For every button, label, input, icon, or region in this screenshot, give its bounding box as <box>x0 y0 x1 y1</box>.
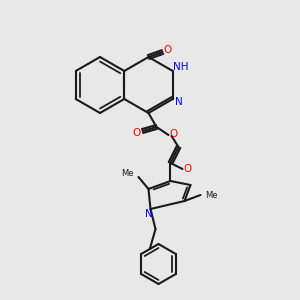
Text: N: N <box>145 209 152 219</box>
Text: Me: Me <box>121 169 134 178</box>
Text: N: N <box>175 97 183 107</box>
Text: NH: NH <box>173 62 188 72</box>
Text: O: O <box>183 164 192 174</box>
Text: O: O <box>169 129 178 139</box>
Text: Me: Me <box>206 190 218 200</box>
Text: O: O <box>164 45 172 55</box>
Text: O: O <box>132 128 141 138</box>
